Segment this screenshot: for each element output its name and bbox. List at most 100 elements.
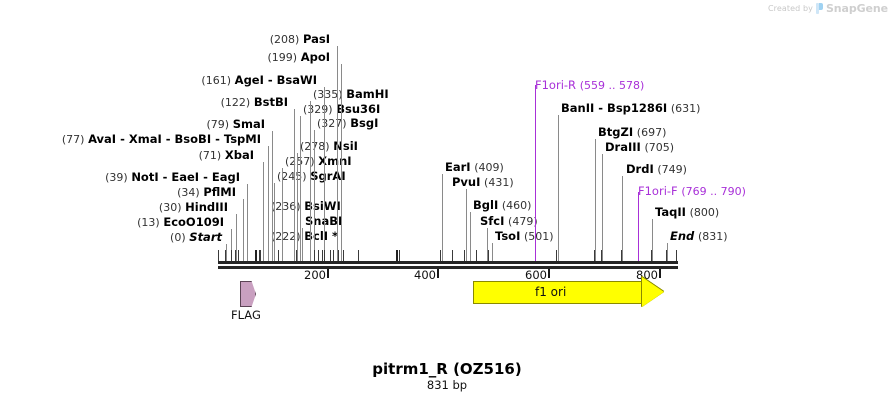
leader-line — [558, 115, 559, 262]
enzyme-label-bsgi[interactable]: (327) BsgI — [317, 117, 378, 131]
enzyme-label-smai[interactable]: (79) SmaI — [206, 117, 265, 132]
snapgene-watermark: Created by SnapGene — [768, 2, 888, 15]
enzyme-position: (831) — [697, 230, 728, 243]
enzyme-position: (460) — [501, 199, 532, 212]
feature-flag-label: FLAG — [231, 308, 261, 322]
site-tick — [231, 250, 232, 262]
leader-line — [302, 228, 303, 262]
enzyme-label-noti-eaei-eagi[interactable]: (39) NotI - EaeI - EagI — [105, 171, 240, 185]
enzyme-label-bsiwi[interactable]: (236) BsiWI — [271, 200, 341, 214]
enzyme-label-drdi[interactable]: DrdI (749) — [626, 163, 687, 177]
site-tick — [324, 250, 325, 262]
enzyme-position: (749) — [657, 163, 687, 176]
enzyme-name: HindIII — [185, 200, 228, 214]
site-tick — [218, 250, 219, 262]
enzyme-name: BanII - Bsp1286I — [561, 101, 668, 115]
enzyme-position: (0) — [170, 231, 186, 244]
site-tick — [396, 250, 398, 262]
enzyme-name: SmaI — [232, 117, 265, 131]
enzyme-label-btgzi[interactable]: BtgZI (697) — [598, 126, 666, 140]
enzyme-label-banii-bsp1286i[interactable]: BanII - Bsp1286I (631) — [561, 101, 700, 116]
enzyme-label-taqii[interactable]: TaqII (800) — [655, 206, 720, 220]
enzyme-position: (236) — [271, 200, 301, 213]
site-tick — [260, 250, 261, 262]
leader-line — [324, 87, 325, 262]
enzyme-name: PvuI — [452, 175, 481, 189]
leader-line — [226, 244, 227, 262]
page-subtitle: 831 bp — [426, 378, 468, 392]
enzyme-label-eari[interactable]: EarI (409) — [445, 161, 504, 175]
leader-line — [470, 212, 471, 262]
enzyme-label-agei-bsawi[interactable]: (161) AgeI - BsaWI — [201, 74, 317, 88]
enzyme-label-avai-xmai-bsobi-tspmi[interactable]: (77) AvaI - XmaI - BsoBI - TspMI — [62, 132, 261, 147]
enzyme-name: BamHI — [346, 87, 389, 101]
enzyme-position: (122) — [220, 96, 251, 109]
feature-flag-arrow[interactable] — [240, 281, 256, 307]
enzyme-label-end[interactable]: End (831) — [670, 229, 728, 244]
enzyme-position: (335) — [313, 88, 343, 101]
enzyme-name: Start — [189, 230, 222, 244]
enzyme-label-tsoi[interactable]: TsoI (501) — [495, 230, 554, 244]
enzyme-label-hindiii[interactable]: (30) HindIII — [159, 200, 228, 215]
primer-name: F1ori-F — [638, 184, 678, 198]
enzyme-name: SgrAI — [310, 169, 346, 183]
feature-f1-ori-arrowhead — [642, 277, 664, 307]
snapgene-logo-icon — [815, 3, 823, 14]
site-tick — [343, 250, 344, 262]
enzyme-name: End — [670, 229, 695, 243]
page-title: pitrm1_R (OZ516) — [372, 360, 522, 378]
enzyme-name: XbaI — [224, 148, 254, 162]
enzyme-label-pasi[interactable]: (208) PasI — [269, 33, 330, 47]
enzyme-label-xbai[interactable]: (71) XbaI — [199, 148, 254, 163]
enzyme-position: (409) — [474, 161, 504, 174]
enzyme-position: (705) — [644, 141, 675, 154]
primer-label-f1ori-f[interactable]: F1ori-F (769 .. 790) — [638, 184, 746, 199]
enzyme-label-sgrai[interactable]: (245) SgrAI — [277, 169, 346, 184]
enzyme-position: (479) — [508, 215, 538, 228]
enzyme-label-sfci[interactable]: SfcI (479) — [480, 214, 538, 229]
enzyme-label-start[interactable]: (0) Start — [170, 230, 222, 245]
enzyme-label-xmni[interactable]: (257) XmnI — [285, 155, 352, 169]
enzyme-label-pflmi[interactable]: (34) PflMI — [177, 185, 236, 200]
site-tick — [278, 250, 279, 262]
enzyme-label-bgli[interactable]: BglI (460) — [473, 199, 532, 213]
leader-line — [492, 243, 493, 262]
leader-line — [274, 183, 275, 262]
leader-line — [236, 214, 237, 262]
enzyme-label-apoi[interactable]: (199) ApoI — [267, 50, 330, 65]
sequence-backbone-top[interactable] — [218, 261, 678, 264]
enzyme-name: NsiI — [333, 139, 358, 153]
enzyme-name: ApoI — [300, 50, 330, 64]
enzyme-name: BstBI — [253, 95, 288, 109]
enzyme-name: AvaI - XmaI - BsoBI - TspMI — [88, 132, 261, 146]
enzyme-label-bstbi[interactable]: (122) BstBI — [220, 95, 288, 110]
enzyme-name: PflMI — [203, 185, 236, 199]
leader-line — [602, 154, 603, 262]
enzyme-label-bcli[interactable]: (222) BclI * — [271, 230, 338, 244]
enzyme-label-pvui[interactable]: PvuI (431) — [452, 175, 514, 190]
enzyme-position: (257) — [285, 155, 315, 168]
site-tick — [651, 250, 652, 262]
enzyme-label-ecoo109i[interactable]: (13) EcoO109I — [137, 216, 224, 230]
axis-tick-600 — [548, 269, 550, 278]
enzyme-label-nsii[interactable]: (278) NsiI — [300, 139, 358, 154]
site-tick — [594, 250, 595, 262]
site-tick — [358, 250, 359, 262]
sequence-backbone-bottom[interactable] — [218, 266, 678, 269]
leader-line — [231, 229, 232, 262]
enzyme-position: (329) — [303, 103, 333, 116]
leader-line — [297, 153, 298, 262]
watermark-brand: SnapGene — [825, 2, 888, 15]
enzyme-name: DraIII — [605, 140, 641, 154]
enzyme-label-draiii[interactable]: DraIII (705) — [605, 140, 675, 155]
leader-line — [622, 176, 623, 262]
site-tick — [238, 250, 239, 262]
primer-leader-line-f1ori-f — [638, 192, 640, 262]
enzyme-position: (208) — [269, 33, 300, 46]
enzyme-name: SfcI — [480, 214, 505, 228]
primer-label-f1ori-r[interactable]: F1ori-R (559 .. 578) — [535, 79, 644, 93]
site-tick — [464, 250, 465, 262]
enzyme-position: (800) — [689, 206, 720, 219]
enzyme-label-bamhi[interactable]: (335) BamHI — [313, 87, 389, 102]
